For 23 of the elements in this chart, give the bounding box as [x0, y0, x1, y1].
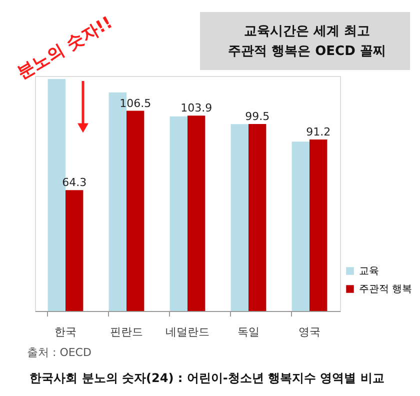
data-label: 91.2: [306, 126, 331, 139]
bar: [170, 116, 188, 311]
text: 한국사회 분노의 숫자(24) : 어린이-청소년 행복지수 영역별 비교: [30, 371, 384, 385]
bar: [310, 140, 328, 311]
bar: [292, 142, 310, 311]
data-label: 99.5: [245, 110, 270, 123]
legend-label: 주관적 행복: [359, 284, 412, 295]
bar: [66, 190, 84, 311]
text: 교육시간은 세계 최고 주관적 행복은 OECD 꼴찌: [228, 24, 386, 59]
x-tick-label: 네덜란드: [166, 326, 210, 338]
source-note: 출처 : OECD: [27, 346, 92, 359]
bar: [230, 124, 248, 311]
x-tick-label: 영국: [298, 326, 320, 338]
x-tick-label: 핀란드: [110, 326, 143, 338]
x-tick-label: 한국: [54, 326, 76, 338]
bar: [126, 110, 144, 311]
bar: [248, 124, 266, 311]
bar: [188, 116, 206, 311]
x-tick-label: 독일: [238, 326, 260, 338]
data-label: 64.3: [62, 176, 87, 190]
data-label: 103.9: [180, 102, 212, 115]
data-label: 106.5: [120, 96, 152, 110]
legend-label: 교육: [359, 266, 379, 277]
